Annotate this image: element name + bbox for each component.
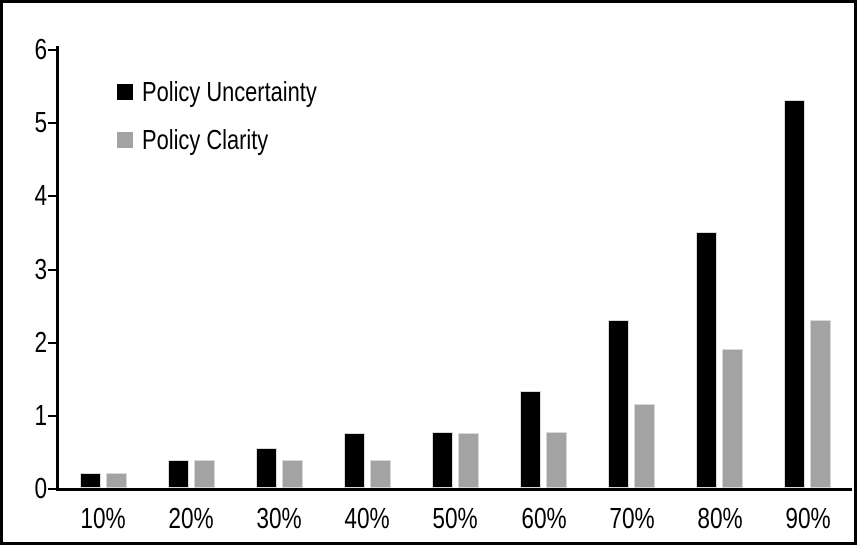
x-axis-label: 20% bbox=[168, 503, 214, 535]
bar-policy-uncertainty-50% bbox=[432, 432, 453, 488]
y-axis-label: 6 bbox=[34, 34, 47, 66]
bar-policy-clarity-50% bbox=[458, 433, 479, 488]
y-axis-tick bbox=[48, 49, 57, 51]
x-axis-line bbox=[56, 488, 852, 491]
bar-policy-clarity-40% bbox=[369, 460, 391, 488]
y-axis-tick bbox=[48, 122, 57, 125]
legend-label-policy-clarity: Policy Clarity bbox=[142, 124, 269, 155]
y-axis-tick bbox=[48, 414, 57, 417]
y-axis-label: 5 bbox=[34, 107, 47, 140]
policy-uncertainty-swatch bbox=[117, 84, 133, 100]
x-axis-label: 70% bbox=[609, 503, 655, 535]
y-axis-label: 0 bbox=[34, 473, 47, 505]
x-axis-label: 50% bbox=[432, 503, 479, 535]
bar-policy-uncertainty-90% bbox=[784, 100, 806, 488]
legend-label-policy-uncertainty: Policy Uncertainty bbox=[142, 76, 317, 107]
bar-policy-clarity-10% bbox=[105, 473, 127, 488]
policy-clarity-swatch bbox=[117, 132, 133, 148]
bar-policy-uncertainty-80% bbox=[696, 231, 718, 488]
legend-item-policy-uncertainty: Policy Uncertainty bbox=[117, 76, 366, 107]
y-axis-tick bbox=[48, 268, 57, 271]
y-axis-label: 4 bbox=[34, 180, 47, 213]
bar-policy-clarity-60% bbox=[546, 432, 568, 488]
x-axis-label: 40% bbox=[344, 503, 391, 535]
bar-policy-uncertainty-40% bbox=[343, 433, 365, 488]
bar-policy-clarity-80% bbox=[722, 348, 744, 488]
y-axis-label: 3 bbox=[34, 253, 47, 286]
y-axis-tick bbox=[48, 488, 57, 490]
bar-policy-clarity-70% bbox=[634, 403, 656, 488]
bar-policy-uncertainty-60% bbox=[520, 391, 542, 488]
x-axis-label: 80% bbox=[697, 503, 743, 535]
y-axis-line bbox=[56, 46, 59, 491]
x-axis-label: 60% bbox=[520, 503, 567, 535]
x-axis-label: 10% bbox=[80, 503, 126, 535]
bar-policy-uncertainty-30% bbox=[255, 447, 277, 488]
bar-policy-uncertainty-10% bbox=[79, 473, 101, 488]
y-axis-tick bbox=[48, 195, 57, 198]
bar-policy-uncertainty-70% bbox=[608, 319, 630, 488]
y-axis-tick bbox=[48, 341, 57, 344]
plot-area: 0 1 2 3 4 5 6 10% 20% 30% 40% 50% 60% 70% 80% 90% Poli… bbox=[3, 3, 854, 542]
x-axis-label: 90% bbox=[785, 503, 831, 535]
bar-policy-clarity-20% bbox=[193, 460, 215, 488]
bar-policy-clarity-30% bbox=[281, 460, 303, 488]
bar-policy-uncertainty-20% bbox=[167, 460, 189, 488]
y-axis-label: 2 bbox=[34, 326, 47, 359]
legend-item-policy-clarity: Policy Clarity bbox=[117, 124, 304, 155]
bar-policy-clarity-90% bbox=[810, 319, 832, 488]
y-axis-label: 1 bbox=[34, 399, 47, 432]
x-axis-label: 30% bbox=[256, 503, 302, 535]
